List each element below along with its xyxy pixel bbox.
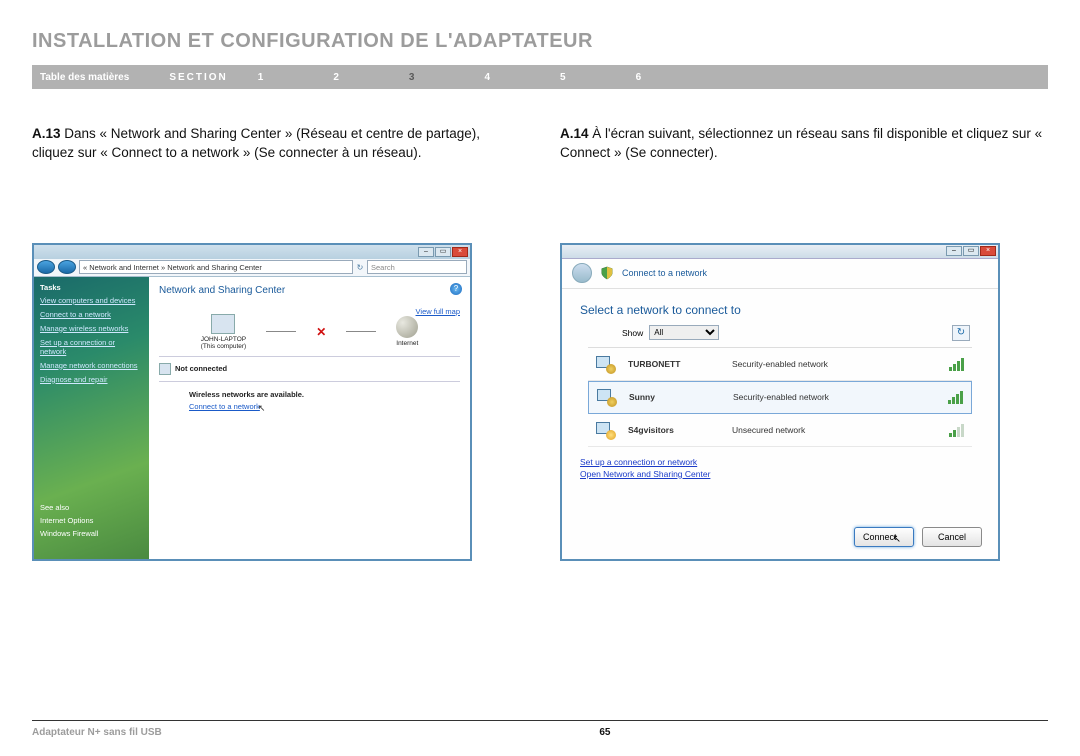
section-2[interactable]: 2 [333,72,339,83]
help-icon[interactable]: ? [450,283,462,295]
minimize-button[interactable]: – [418,247,434,257]
sidebar-link-manage-wireless[interactable]: Manage wireless networks [40,324,143,333]
connect-button[interactable]: Connect↖ [854,527,914,547]
signal-bars-icon [949,423,964,437]
page-footer: Adaptateur N+ sans fil USB 65 [32,720,1048,738]
step-a13-label: A.13 [32,126,61,141]
section-4[interactable]: 4 [484,72,490,83]
refresh-icon[interactable]: ↻ [356,263,364,272]
disconnected-icon: ✕ [316,325,326,339]
section-navbar: Table des matières SECTION 1 2 3 4 5 6 [32,65,1048,89]
network-icon [596,422,614,438]
shield-icon [600,266,614,280]
network-security: Security-enabled network [732,359,935,369]
setup-connection-link[interactable]: Set up a connection or network [580,457,980,469]
not-connected-row: Not connected [159,361,460,377]
step-a14-text: A.14 À l'écran suivant, sélectionnez un … [560,125,1048,163]
bottom-links: Set up a connection or network Open Netw… [562,447,998,481]
dialog-subtitle: Select a network to connect to [562,289,998,325]
connect-to-network-link[interactable]: Connect to a network [189,402,260,411]
show-label: Show [622,328,643,338]
page-title: INSTALLATION ET CONFIGURATION DE L'ADAPT… [32,30,1048,53]
view-full-map-link[interactable]: View full map [416,307,460,316]
pc-icon [211,314,235,334]
sidebar-internet-options[interactable]: Internet Options [40,516,143,525]
sidebar-seealso: See also [40,503,143,512]
network-name: S4gvisitors [628,425,718,435]
address-bar[interactable]: « Network and Internet » Network and Sha… [79,260,353,274]
close-button[interactable]: × [452,247,468,257]
sidebar-link-view-computers[interactable]: View computers and devices [40,296,143,305]
tasks-sidebar: Tasks View computers and devices Connect… [34,277,149,559]
section-5[interactable]: 5 [560,72,566,83]
panel-heading: Network and Sharing Center [159,285,460,296]
node-internet: Internet [396,316,418,347]
sidebar-link-setup-connection[interactable]: Set up a connection or network [40,338,143,356]
signal-bars-icon [948,390,963,404]
network-security: Security-enabled network [733,392,934,402]
page-number: 65 [599,727,610,738]
product-name: Adaptateur N+ sans fil USB [32,727,162,738]
screenshot-connect-to-network: – ▭ × Connect to a network Select a netw… [560,243,1000,561]
cursor-icon: ↖ [893,534,901,545]
network-row[interactable]: TURBONETT Security-enabled network [588,348,972,381]
tasks-heading: Tasks [40,283,143,292]
close-button[interactable]: × [980,246,996,256]
sidebar-link-diagnose[interactable]: Diagnose and repair [40,375,143,384]
network-row[interactable]: S4gvisitors Unsecured network [588,414,972,447]
open-sharing-center-link[interactable]: Open Network and Sharing Center [580,469,980,481]
wireless-available-text: Wireless networks are available. [189,390,460,399]
maximize-button[interactable]: ▭ [963,246,979,256]
signal-bars-icon [949,357,964,371]
sidebar-link-connect-network[interactable]: Connect to a network [40,310,143,319]
minimize-button[interactable]: – [946,246,962,256]
section-1[interactable]: 1 [258,72,264,83]
section-6[interactable]: 6 [636,72,642,83]
network-row[interactable]: Sunny Security-enabled network [588,381,972,414]
toc-link[interactable]: Table des matières [40,72,129,83]
cursor-icon: ↖ [258,403,266,414]
step-a14-label: A.14 [560,126,589,141]
network-name: Sunny [629,392,719,402]
refresh-button[interactable]: ↻ [952,325,970,341]
search-input[interactable]: Search [367,260,467,274]
node-pc: JOHN-LAPTOP (This computer) [201,314,247,350]
dialog-title: Connect to a network [622,268,707,278]
step-a13-text: A.13 Dans « Network and Sharing Center »… [32,125,520,163]
sidebar-windows-firewall[interactable]: Windows Firewall [40,529,143,538]
dialog-header: Connect to a network [562,259,998,289]
sidebar-link-manage-connections[interactable]: Manage network connections [40,361,143,370]
network-name: TURBONETT [628,359,718,369]
main-panel: ? Network and Sharing Center View full m… [149,277,470,559]
cancel-button[interactable]: Cancel [922,527,982,547]
section-3[interactable]: 3 [409,72,415,83]
show-select[interactable]: All [649,325,719,340]
back-button[interactable] [572,263,592,283]
back-button[interactable] [37,260,55,274]
network-map: JOHN-LAPTOP (This computer) ✕ Internet [159,314,460,350]
network-icon [597,389,615,405]
maximize-button[interactable]: ▭ [435,247,451,257]
network-icon [596,356,614,372]
forward-button[interactable] [58,260,76,274]
section-label: SECTION [169,72,227,83]
status-icon [159,363,171,375]
screenshot-network-sharing-center: – ▭ × « Network and Internet » Network a… [32,243,472,561]
globe-icon [396,316,418,338]
network-list: TURBONETT Security-enabled network Sunny Se… [588,347,972,447]
network-security: Unsecured network [732,425,935,435]
